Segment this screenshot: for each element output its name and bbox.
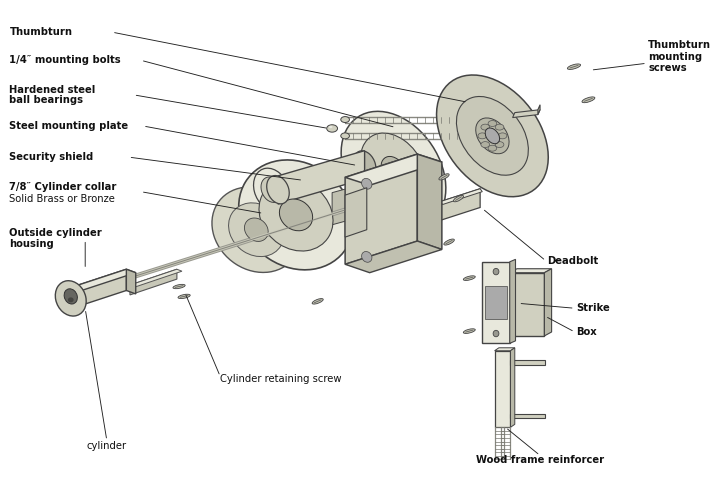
Polygon shape — [345, 188, 367, 237]
Ellipse shape — [342, 111, 445, 230]
Polygon shape — [510, 360, 545, 365]
Text: ball bearings: ball bearings — [9, 95, 83, 105]
Polygon shape — [278, 151, 365, 204]
Ellipse shape — [456, 96, 529, 175]
Ellipse shape — [488, 145, 497, 151]
Ellipse shape — [464, 276, 475, 281]
Polygon shape — [482, 262, 510, 343]
Polygon shape — [417, 154, 442, 249]
Text: Thumbturn: Thumbturn — [9, 27, 72, 37]
Polygon shape — [126, 269, 136, 294]
Ellipse shape — [495, 142, 504, 148]
Text: cylinder: cylinder — [87, 441, 127, 451]
Polygon shape — [495, 351, 510, 427]
Text: Solid Brass or Bronze: Solid Brass or Bronze — [9, 194, 116, 204]
Ellipse shape — [259, 179, 333, 251]
Polygon shape — [332, 188, 350, 225]
Text: Outside cylinder: Outside cylinder — [9, 228, 102, 238]
Ellipse shape — [453, 196, 464, 202]
Ellipse shape — [498, 133, 507, 139]
Ellipse shape — [64, 289, 77, 304]
Polygon shape — [71, 269, 136, 291]
Ellipse shape — [68, 297, 74, 302]
Ellipse shape — [341, 133, 349, 139]
Polygon shape — [345, 154, 417, 264]
Ellipse shape — [485, 128, 500, 144]
Ellipse shape — [239, 160, 353, 270]
Ellipse shape — [312, 298, 323, 304]
Polygon shape — [544, 269, 552, 336]
Ellipse shape — [360, 133, 427, 208]
Polygon shape — [513, 110, 540, 118]
Ellipse shape — [362, 178, 372, 189]
Text: Hardened steel: Hardened steel — [9, 85, 95, 95]
Ellipse shape — [488, 121, 497, 126]
Ellipse shape — [362, 251, 372, 262]
Polygon shape — [510, 259, 516, 343]
Polygon shape — [440, 189, 480, 220]
Ellipse shape — [481, 124, 490, 130]
Ellipse shape — [261, 177, 282, 203]
Ellipse shape — [341, 117, 349, 123]
Text: Steel mounting plate: Steel mounting plate — [9, 121, 129, 131]
Ellipse shape — [495, 124, 504, 130]
Text: Cylinder retaining screw: Cylinder retaining screw — [220, 374, 342, 384]
Ellipse shape — [567, 64, 580, 70]
Ellipse shape — [478, 133, 487, 139]
Ellipse shape — [212, 187, 300, 272]
Polygon shape — [495, 348, 515, 351]
Polygon shape — [71, 269, 126, 309]
Text: Deadbolt: Deadbolt — [547, 256, 599, 266]
Text: Box: Box — [576, 327, 597, 337]
Ellipse shape — [444, 239, 454, 245]
Ellipse shape — [464, 329, 475, 333]
Ellipse shape — [437, 75, 548, 197]
Text: 7/8″ Cylinder collar: 7/8″ Cylinder collar — [9, 182, 117, 192]
Polygon shape — [130, 269, 182, 287]
Polygon shape — [510, 269, 552, 273]
Ellipse shape — [245, 218, 268, 242]
Ellipse shape — [173, 285, 185, 288]
Text: housing: housing — [9, 239, 54, 249]
Ellipse shape — [481, 142, 490, 148]
Polygon shape — [538, 105, 540, 115]
Ellipse shape — [266, 175, 290, 204]
Text: Strike: Strike — [576, 303, 610, 313]
Ellipse shape — [253, 168, 290, 211]
Ellipse shape — [476, 118, 509, 154]
Ellipse shape — [178, 294, 190, 298]
Ellipse shape — [279, 199, 313, 231]
Ellipse shape — [326, 125, 338, 132]
Polygon shape — [510, 348, 515, 427]
Polygon shape — [345, 154, 442, 185]
Text: 1/4″ mounting bolts: 1/4″ mounting bolts — [9, 55, 121, 65]
Ellipse shape — [493, 268, 499, 275]
Ellipse shape — [329, 126, 332, 128]
Text: Wood frame reinforcer: Wood frame reinforcer — [476, 455, 604, 465]
Ellipse shape — [56, 281, 86, 316]
Polygon shape — [510, 273, 544, 336]
Ellipse shape — [493, 330, 499, 337]
Polygon shape — [345, 241, 442, 273]
Polygon shape — [130, 269, 177, 295]
Ellipse shape — [229, 203, 284, 256]
Ellipse shape — [381, 157, 406, 184]
Text: Security shield: Security shield — [9, 152, 94, 162]
Ellipse shape — [439, 174, 449, 180]
Polygon shape — [510, 413, 545, 418]
Polygon shape — [485, 287, 507, 319]
Ellipse shape — [582, 97, 595, 103]
Text: Thumbturn
mounting
screws: Thumbturn mounting screws — [648, 40, 711, 74]
Polygon shape — [440, 189, 482, 205]
Ellipse shape — [353, 151, 376, 179]
